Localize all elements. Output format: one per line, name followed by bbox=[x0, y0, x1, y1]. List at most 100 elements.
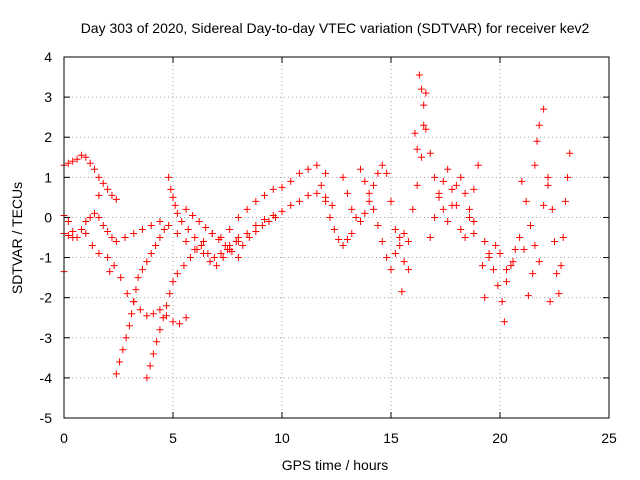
data-point bbox=[149, 310, 157, 318]
data-point bbox=[418, 85, 426, 93]
data-point bbox=[104, 254, 112, 262]
data-point bbox=[378, 238, 386, 246]
data-point bbox=[112, 238, 120, 246]
data-point bbox=[295, 197, 303, 205]
data-point bbox=[261, 215, 269, 223]
data-point bbox=[378, 161, 386, 169]
data-point bbox=[470, 217, 478, 225]
data-point bbox=[335, 236, 343, 244]
data-point bbox=[122, 334, 130, 342]
data-point bbox=[197, 242, 205, 250]
data-point bbox=[82, 217, 90, 225]
chart-title: Day 303 of 2020, Sidereal Day-to-day VTE… bbox=[81, 20, 590, 36]
data-point bbox=[465, 205, 473, 213]
x-tick-label: 20 bbox=[492, 430, 508, 446]
data-point bbox=[95, 213, 103, 221]
series-track-u bbox=[518, 121, 552, 300]
data-point bbox=[213, 262, 221, 270]
data-point bbox=[169, 318, 177, 326]
data-point bbox=[156, 234, 164, 241]
data-point bbox=[121, 234, 129, 241]
data-point bbox=[544, 181, 552, 189]
data-point bbox=[165, 221, 173, 229]
data-point bbox=[69, 157, 77, 165]
data-point bbox=[234, 238, 242, 246]
data-point bbox=[361, 209, 369, 217]
data-point bbox=[481, 238, 489, 246]
data-point bbox=[564, 173, 572, 181]
data-point bbox=[265, 217, 273, 225]
data-point bbox=[86, 213, 94, 221]
data-point bbox=[173, 270, 181, 278]
data-point bbox=[125, 322, 133, 330]
data-point bbox=[404, 238, 412, 246]
data-point bbox=[159, 314, 167, 322]
data-point bbox=[143, 312, 151, 320]
data-point bbox=[106, 268, 114, 276]
data-point bbox=[503, 266, 511, 274]
data-point bbox=[128, 310, 136, 318]
y-tick-label: -1 bbox=[40, 250, 53, 266]
data-point bbox=[110, 262, 118, 270]
data-point bbox=[269, 185, 277, 193]
data-point bbox=[361, 177, 369, 185]
data-point bbox=[119, 346, 127, 354]
data-point bbox=[365, 189, 373, 197]
data-point bbox=[73, 155, 81, 163]
data-point bbox=[396, 234, 404, 241]
data-point bbox=[404, 266, 412, 274]
data-point bbox=[544, 173, 552, 181]
data-point bbox=[221, 242, 229, 250]
data-point bbox=[171, 201, 179, 209]
data-point bbox=[561, 197, 569, 205]
data-point bbox=[431, 213, 439, 221]
data-point bbox=[226, 225, 234, 233]
data-point bbox=[86, 159, 94, 167]
data-point bbox=[252, 197, 260, 205]
series-track-n bbox=[356, 165, 412, 274]
data-point bbox=[413, 145, 421, 153]
data-point bbox=[91, 165, 99, 173]
y-axis-label: SDTVAR / TECUs bbox=[9, 182, 25, 294]
data-point bbox=[182, 314, 190, 322]
data-point bbox=[217, 250, 225, 258]
data-point bbox=[104, 185, 112, 193]
data-point bbox=[374, 169, 382, 177]
data-point bbox=[494, 282, 502, 290]
data-point bbox=[117, 274, 125, 282]
data-point bbox=[479, 262, 487, 270]
data-point bbox=[108, 191, 116, 199]
y-tick-labels: 4 3 2 1 0 -1 -2 -3 -4 -5 bbox=[40, 49, 53, 426]
data-point bbox=[123, 290, 131, 298]
series-track-r bbox=[426, 161, 482, 241]
series-track-q bbox=[411, 71, 430, 153]
data-point bbox=[278, 207, 286, 215]
data-point bbox=[470, 185, 478, 193]
series-track-s bbox=[481, 234, 528, 306]
data-point bbox=[112, 195, 120, 203]
data-point bbox=[130, 229, 138, 237]
x-tick-label: 25 bbox=[601, 430, 617, 446]
data-point bbox=[176, 320, 184, 328]
data-point bbox=[535, 121, 543, 129]
data-point bbox=[444, 165, 452, 173]
data-point bbox=[156, 306, 164, 314]
data-point bbox=[64, 217, 72, 225]
data-point bbox=[313, 161, 321, 169]
data-point bbox=[498, 298, 506, 306]
y-tick-label: -5 bbox=[40, 410, 53, 426]
x-tick-label: 0 bbox=[60, 430, 68, 446]
data-point bbox=[330, 225, 338, 233]
data-point bbox=[77, 225, 85, 233]
data-point bbox=[108, 234, 116, 241]
data-point bbox=[461, 234, 469, 241]
data-point bbox=[95, 191, 103, 199]
data-point bbox=[496, 250, 504, 258]
y-tick-label: -4 bbox=[40, 370, 53, 386]
data-point bbox=[457, 173, 465, 181]
data-point bbox=[418, 153, 426, 161]
data-point bbox=[518, 177, 526, 185]
grid-lines bbox=[64, 57, 609, 418]
series-track-h bbox=[165, 173, 231, 262]
